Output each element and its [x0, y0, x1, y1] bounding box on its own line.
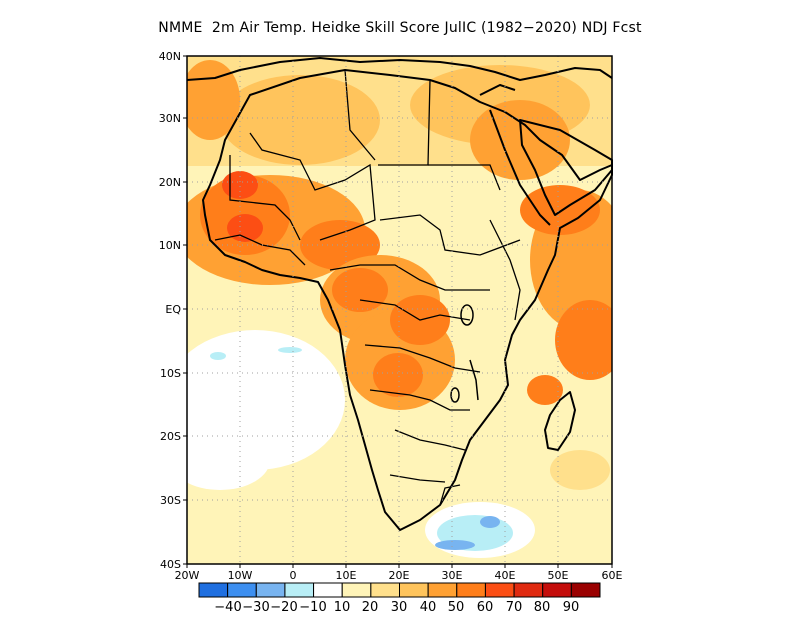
colorbar-label: 60 — [477, 600, 494, 615]
lat-label: 20N — [159, 176, 181, 189]
longitude-labels: 20W 10W 0 10E 20E 30E 40E 50E 60E — [175, 569, 623, 582]
lat-label: 20S — [160, 430, 181, 443]
colorbar-label: −40 — [214, 600, 241, 615]
lat-label: EQ — [165, 303, 181, 316]
colorbar-swatch — [542, 582, 572, 598]
lat-label: 30S — [160, 494, 181, 507]
africa-outline — [186, 57, 613, 531]
lakes — [450, 304, 479, 403]
lat-label: 10S — [160, 367, 181, 380]
lon-label: 40E — [495, 569, 516, 582]
axis-ticks — [183, 55, 613, 568]
colorbar-label: 40 — [420, 600, 437, 615]
lon-label: 10E — [336, 569, 357, 582]
grid — [187, 56, 612, 564]
colorbar-label: −20 — [270, 600, 297, 615]
colorbar-label: 30 — [391, 600, 408, 615]
colorbar-label: 20 — [362, 600, 379, 615]
colorbar-swatch — [227, 582, 257, 598]
colorbar-labels: −40 −30 −20 −10 10 20 30 40 50 60 70 80 … — [214, 600, 579, 615]
colorbar-swatch — [370, 582, 401, 598]
colorbar-swatch — [198, 582, 229, 598]
lon-label: 0 — [290, 569, 297, 582]
colorbar-label: 10 — [334, 600, 351, 615]
colorbar-label: 70 — [506, 600, 523, 615]
colorbar — [198, 582, 601, 598]
lon-label: 20E — [389, 569, 410, 582]
lon-label: 10W — [228, 569, 253, 582]
colorbar-label: −30 — [242, 600, 269, 615]
colorbar-swatch — [484, 582, 515, 598]
colorbar-swatch — [284, 582, 315, 598]
lat-label: 40S — [160, 558, 181, 571]
lon-label: 30E — [442, 569, 463, 582]
lat-label: 40N — [159, 50, 181, 63]
lat-label: 10N — [159, 239, 181, 252]
colorbar-label: 80 — [534, 600, 551, 615]
country-borders — [214, 69, 521, 506]
colorbar-swatch — [456, 582, 486, 598]
colorbar-swatch — [427, 582, 458, 598]
skill-field — [187, 56, 612, 564]
colorbar-label: 50 — [448, 600, 465, 615]
colorbar-swatch — [313, 582, 343, 598]
colorbar-label: 90 — [563, 600, 580, 615]
colorbar-swatch — [570, 582, 601, 598]
colorbar-label: −10 — [299, 600, 326, 615]
colorbar-swatch — [341, 582, 372, 598]
lon-label: 60E — [602, 569, 623, 582]
colorbar-swatch — [513, 582, 544, 598]
latitude-labels: 40N 30N 20N 10N EQ 10S 20S 30S 40S — [159, 50, 182, 571]
colorbar-swatch — [255, 582, 286, 598]
map-title: NMME 2m Air Temp. Heidke Skill Score Jul… — [158, 20, 642, 36]
lat-label: 30N — [159, 112, 181, 125]
colorbar-swatch — [399, 582, 429, 598]
lon-label: 50E — [548, 569, 569, 582]
lon-label: 20W — [175, 569, 200, 582]
